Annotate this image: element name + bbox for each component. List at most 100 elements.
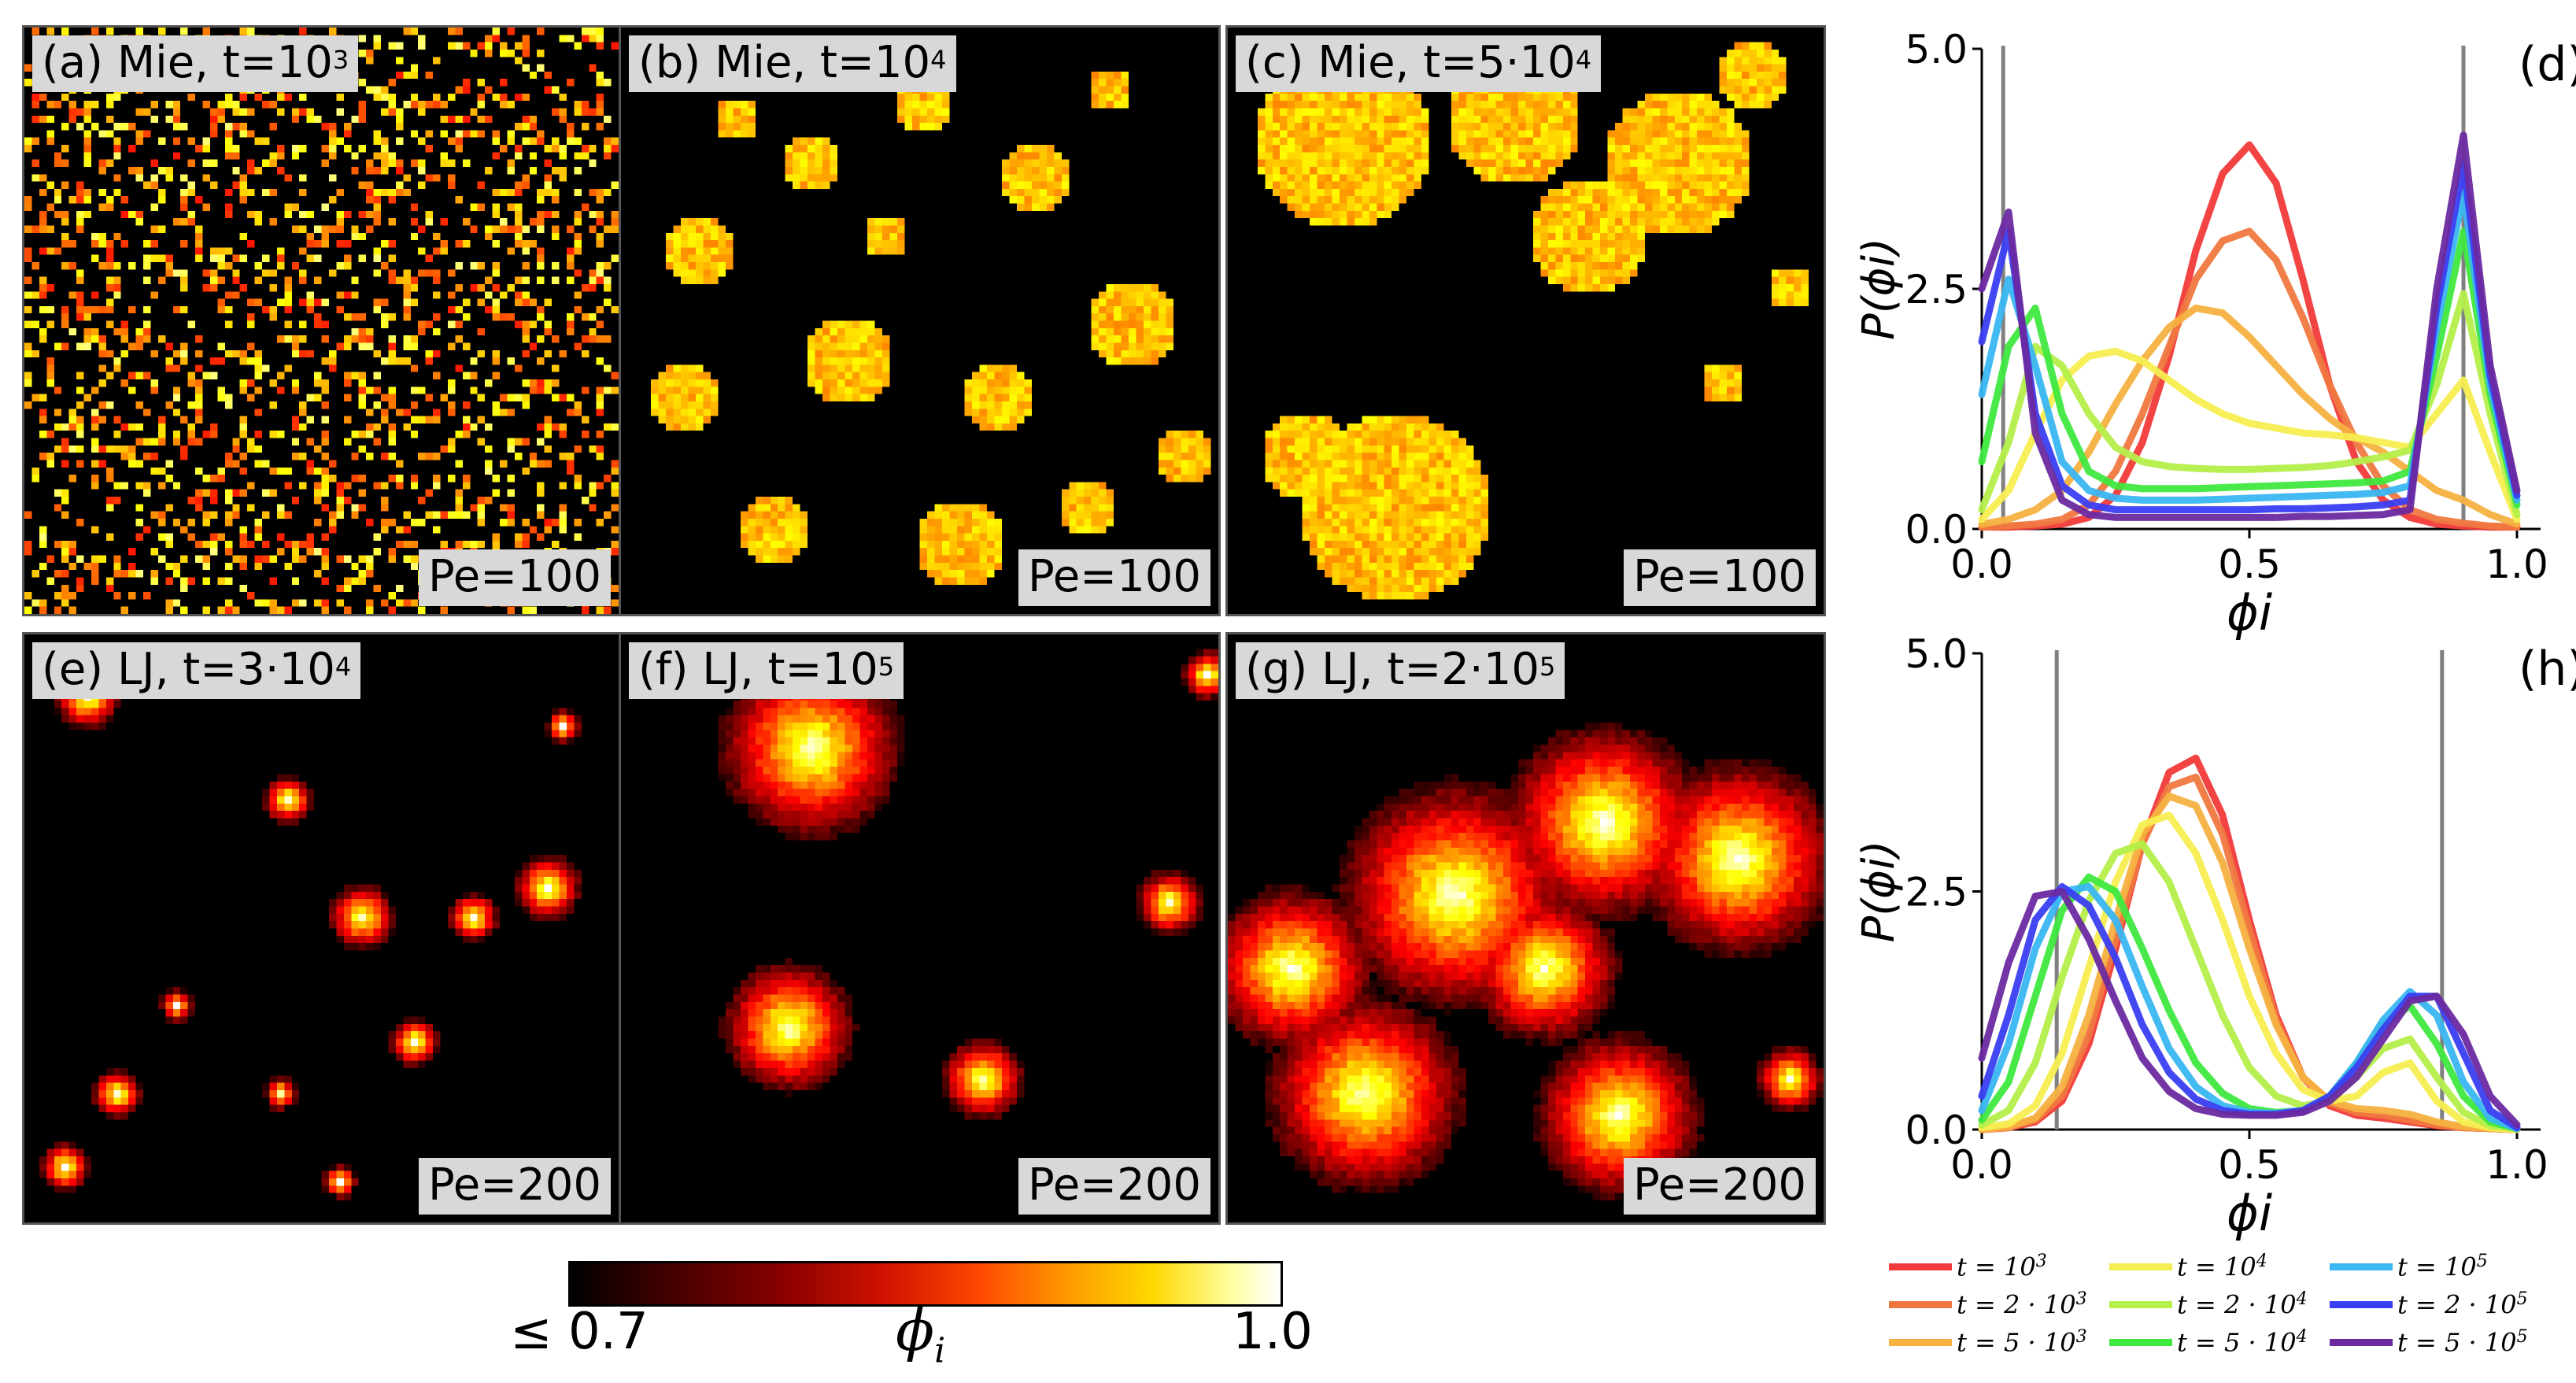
legend-label: t = 2 · 105 xyxy=(2397,1289,2528,1320)
panel-letter: (c) xyxy=(1245,37,1304,88)
legend-item: t = 2 · 103 xyxy=(1889,1289,2087,1320)
legend-label-base: t = 10 xyxy=(2177,1252,2256,1282)
panel-label-f: (f) LJ, t=105 xyxy=(629,642,904,699)
legend-label-base: t = 5 · 10 xyxy=(2177,1327,2297,1358)
colorbar-max-label: 1.0 xyxy=(1233,1303,1313,1361)
legend-item: t = 104 xyxy=(2109,1252,2267,1282)
y-tick-label: 2.5 xyxy=(1905,870,1968,915)
heatmap-canvas-e xyxy=(24,634,619,1222)
panel-letter: (b) xyxy=(638,37,701,88)
y-tick-label: 2.5 xyxy=(1905,267,1968,312)
panel-time-exponent: 3 xyxy=(332,45,349,75)
series-line xyxy=(1978,888,2521,1129)
panel-letter: (e) xyxy=(42,644,104,695)
series-line xyxy=(1978,793,2521,1133)
panel-time: t=10 xyxy=(767,644,878,695)
panel-model: Mie xyxy=(116,37,195,88)
legend-swatch xyxy=(1889,1263,1952,1270)
panel-model: LJ xyxy=(116,644,155,695)
pe-label-c: Pe=100 xyxy=(1623,549,1816,606)
panel-label: (d) xyxy=(2519,37,2576,92)
legend-label-base: t = 10 xyxy=(2397,1252,2477,1282)
heatmap-canvas-b xyxy=(621,28,1218,614)
heatmap-canvas-f xyxy=(621,634,1218,1222)
time-legend: t = 103 t = 2 · 103 t = 5 · 103 t = 104 t = … xyxy=(1889,1252,2574,1377)
legend-item: t = 105 xyxy=(2330,1252,2488,1282)
legend-swatch xyxy=(2330,1300,2393,1308)
y-tick-label: 5.0 xyxy=(1905,631,1968,677)
legend-label-exponent: 3 xyxy=(2035,1252,2047,1271)
series-line xyxy=(1978,840,2521,1133)
legend-label-exponent: 3 xyxy=(2075,1327,2087,1347)
panel-time: t=5·10 xyxy=(1423,37,1576,88)
legend-label: t = 5 · 103 xyxy=(1957,1327,2087,1358)
panel-time: t=10 xyxy=(820,37,931,88)
legend-label-exponent: 5 xyxy=(2516,1289,2528,1309)
x-tick-label: 0.0 xyxy=(1950,1142,2013,1188)
legend-label: t = 2 · 103 xyxy=(1957,1289,2087,1320)
legend-label-base: t = 2 · 10 xyxy=(2397,1289,2517,1320)
heatmap-panel-f: (f) LJ, t=105 Pe=200 xyxy=(619,632,1221,1225)
heatmap-panel-a: (a) Mie, t=103 Pe=100 xyxy=(22,25,621,616)
legend-label: t = 5 · 104 xyxy=(2177,1327,2308,1358)
y-tick-label: 5.0 xyxy=(1905,27,1968,72)
colorbar-gradient xyxy=(568,1261,1283,1307)
legend-label-base: t = 5 · 10 xyxy=(1957,1327,2076,1358)
legend-swatch xyxy=(2109,1338,2172,1346)
distribution-chart-h: 0.0 2.5 5.0 0.0 0.5 1.0 (h) ϕi P(ϕi) xyxy=(1853,631,2576,1242)
panel-model: LJ xyxy=(1321,644,1359,695)
series-line xyxy=(1978,131,2521,521)
panel-time-exponent: 4 xyxy=(334,652,352,682)
panel-label-c: (c) Mie, t=5·104 xyxy=(1236,35,1602,92)
panel-letter: (g) xyxy=(1245,644,1308,695)
heatmap-panel-b: (b) Mie, t=104 Pe=100 xyxy=(619,25,1221,616)
legend-swatch xyxy=(2330,1338,2393,1346)
legend-swatch xyxy=(2330,1263,2393,1270)
colorbar-symbol: ϕi xyxy=(896,1297,945,1370)
legend-label-exponent: 5 xyxy=(2476,1252,2488,1271)
x-tick-label: 0.5 xyxy=(2218,542,2281,587)
colorbar-symbol-main: ϕ xyxy=(896,1297,935,1363)
panel-time-exponent: 5 xyxy=(878,652,895,682)
panel-letter: (f) xyxy=(638,644,689,695)
legend-item: t = 5 · 103 xyxy=(1889,1327,2087,1358)
pe-label-g: Pe=200 xyxy=(1623,1158,1816,1215)
x-tick-label: 1.0 xyxy=(2485,1142,2548,1188)
y-tick-label: 0.0 xyxy=(1905,1108,1968,1153)
legend-label: t = 5 · 105 xyxy=(2397,1327,2528,1358)
legend-label-exponent: 4 xyxy=(2296,1289,2308,1309)
x-tick-label: 0.5 xyxy=(2218,1142,2281,1188)
legend-label-base: t = 5 · 10 xyxy=(2397,1327,2517,1358)
heatmap-canvas-c xyxy=(1228,28,1824,614)
series-line xyxy=(1978,141,2521,531)
panel-label-e: (e) LJ, t=3·104 xyxy=(32,642,361,699)
x-axis-label: ϕi xyxy=(2227,1185,2272,1242)
legend-item: t = 2 · 105 xyxy=(2330,1289,2528,1320)
legend-swatch xyxy=(2109,1300,2172,1308)
colorbar xyxy=(568,1261,1283,1307)
panel-time-exponent: 4 xyxy=(930,45,947,75)
panel-time-exponent: 5 xyxy=(1539,652,1556,682)
x-tick-label: 0.0 xyxy=(1950,542,2013,587)
legend-label-exponent: 5 xyxy=(2516,1327,2528,1347)
legend-label-base: t = 10 xyxy=(1957,1252,2036,1282)
legend-label: t = 2 · 104 xyxy=(2177,1289,2308,1320)
pe-label-f: Pe=200 xyxy=(1018,1158,1210,1215)
panel-label-b: (b) Mie, t=104 xyxy=(629,35,956,92)
heatmap-panel-e: (e) LJ, t=3·104 Pe=200 xyxy=(22,632,621,1225)
pe-label-e: Pe=200 xyxy=(418,1158,611,1215)
x-tick-label: 1.0 xyxy=(2485,542,2548,587)
y-tick-label: 0.0 xyxy=(1905,507,1968,553)
panel-time: t=3·10 xyxy=(183,644,335,695)
legend-label-base: t = 2 · 10 xyxy=(1957,1289,2076,1320)
heatmap-canvas-a xyxy=(24,28,619,614)
legend-label-exponent: 4 xyxy=(2296,1327,2308,1347)
heatmap-panel-g: (g) LJ, t=2·105 Pe=200 xyxy=(1225,632,1826,1225)
legend-label-exponent: 3 xyxy=(2075,1289,2087,1309)
y-axis-label: P(ϕi) xyxy=(1853,238,1905,340)
series-line xyxy=(1978,873,2521,1133)
pe-label-b: Pe=100 xyxy=(1018,549,1210,606)
panel-model: Mie xyxy=(1318,37,1395,88)
panel-model: Mie xyxy=(715,37,793,88)
heatmap-panel-c: (c) Mie, t=5·104 Pe=100 xyxy=(1225,25,1826,616)
